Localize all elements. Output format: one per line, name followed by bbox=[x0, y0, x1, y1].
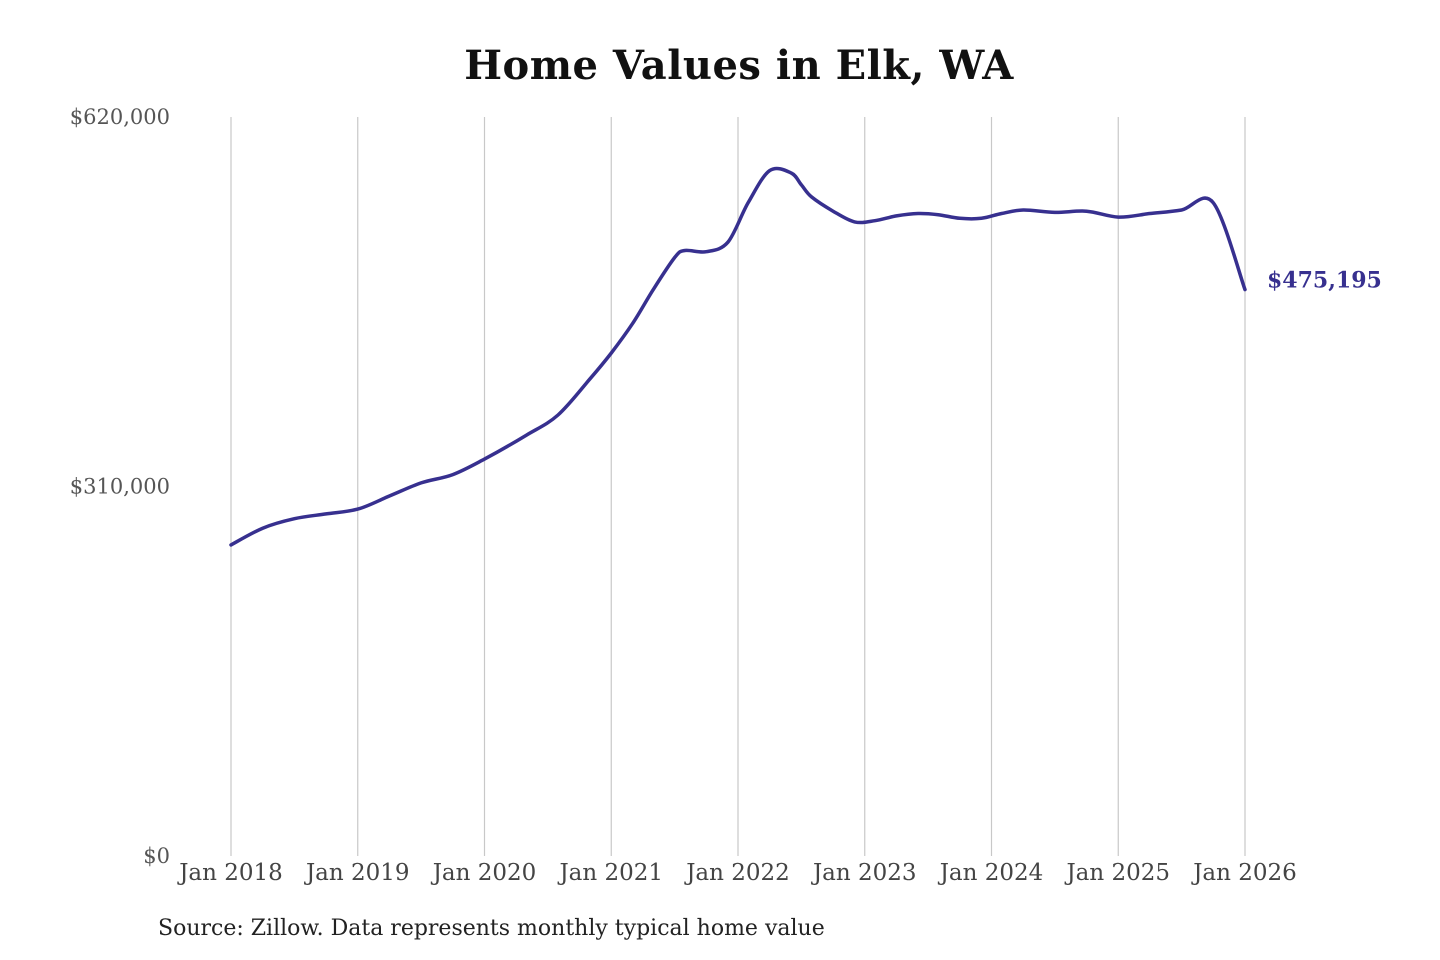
x-tick-label: Jan 2018 bbox=[177, 860, 283, 886]
y-axis-tick-labels: $0 $310,000 $620,000 bbox=[70, 105, 170, 868]
series-lines bbox=[229, 166, 1247, 547]
x-tick-label: Jan 2024 bbox=[938, 860, 1044, 886]
x-tick-label: Jan 2021 bbox=[557, 860, 663, 886]
x-tick-label: Jan 2020 bbox=[431, 860, 537, 886]
gridlines bbox=[230, 117, 1246, 856]
x-axis-tick-labels: Jan 2018 Jan 2019 Jan 2020 Jan 2021 Jan 2022… bbox=[177, 860, 1297, 886]
y-tick-label: $310,000 bbox=[70, 475, 170, 499]
end-value-labels: $475,195 bbox=[1267, 268, 1382, 294]
y-tick-label: $0 bbox=[143, 844, 170, 868]
x-tick-label: Jan 2025 bbox=[1064, 860, 1170, 886]
chart-title: Home Values in Elk, WA bbox=[464, 42, 1014, 89]
y-tick-label: $620,000 bbox=[70, 105, 170, 129]
source-note: Source: Zillow. Data represents monthly … bbox=[158, 916, 825, 941]
x-tick-label: Jan 2019 bbox=[304, 860, 410, 886]
end-value-label: $475,195 bbox=[1267, 268, 1382, 294]
x-tick-label: Jan 2026 bbox=[1191, 860, 1297, 886]
x-tick-label: Jan 2022 bbox=[684, 860, 790, 886]
series-line-0 bbox=[229, 166, 1247, 547]
x-tick-label: Jan 2023 bbox=[811, 860, 917, 886]
